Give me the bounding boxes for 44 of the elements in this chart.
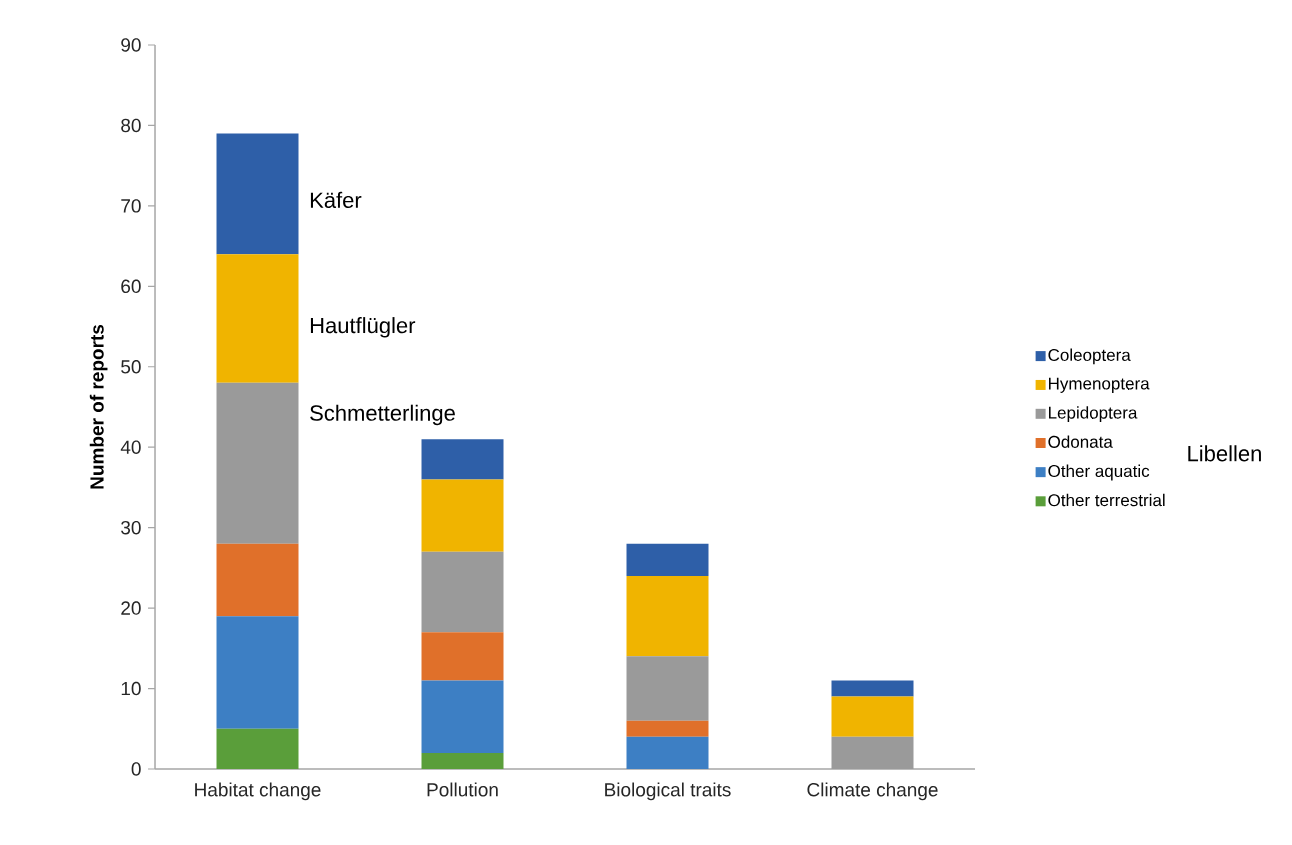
y-tick-label: 0 <box>131 762 141 776</box>
bar <box>626 656 709 721</box>
bar <box>831 696 914 737</box>
bar <box>421 551 504 633</box>
y-tick-label: 50 <box>121 360 141 374</box>
legend-label: Lepidoptera <box>1049 406 1138 423</box>
bar <box>626 575 709 657</box>
bar <box>216 728 299 769</box>
y-axis-title: Number of reports <box>89 324 108 489</box>
legend-label: Other aquatic <box>1048 464 1150 481</box>
text: Libellen <box>1188 445 1261 462</box>
y-tick-label: 30 <box>121 520 141 535</box>
legend-label: Odonata <box>1048 435 1113 448</box>
bar <box>216 254 299 383</box>
bar <box>626 720 709 737</box>
bar <box>421 632 504 681</box>
bar <box>216 543 299 617</box>
y-tick-label: 10 <box>121 681 141 696</box>
bar <box>421 680 504 753</box>
bar <box>831 680 914 697</box>
bar <box>626 543 709 576</box>
bar <box>421 752 504 769</box>
y-tick-label: 80 <box>121 118 141 133</box>
annotation: Käfer <box>310 191 362 208</box>
x-tick-label: Habitat change <box>195 782 321 801</box>
x-tick-label: Biological traits <box>605 782 731 801</box>
legend-label: Other terrestrial <box>1048 493 1165 507</box>
y-tick-label: 90 <box>121 38 141 52</box>
y-tick-label: 40 <box>120 440 141 454</box>
bar <box>626 736 709 769</box>
y-tick-label: 60 <box>121 279 141 294</box>
x-tick-label: Pollution <box>427 782 498 797</box>
bar <box>421 479 504 552</box>
x-tick-label: Climate change <box>807 782 938 801</box>
legend-label: Coleoptera <box>1048 348 1131 365</box>
legend-label: Hymenoptera <box>1049 377 1150 393</box>
y-tick-label: 70 <box>121 199 141 213</box>
y-tick-label: 20 <box>121 601 141 615</box>
bar <box>421 439 504 480</box>
bar <box>216 616 299 729</box>
bar <box>216 133 299 255</box>
annotation: Hautflügler <box>310 317 416 338</box>
annotation: Schmetterlinge <box>310 404 455 426</box>
bar <box>216 382 299 544</box>
